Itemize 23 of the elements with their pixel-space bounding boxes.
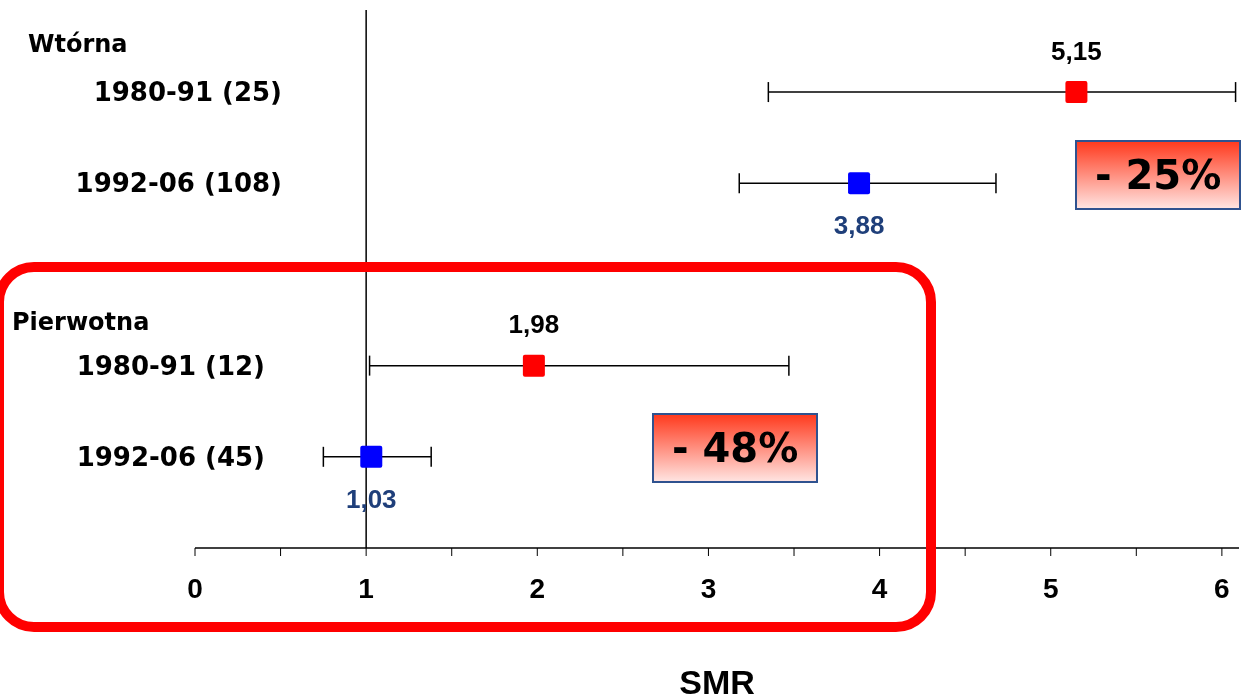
data-label: 3,88 [833,210,885,241]
text: Wtórna [28,30,128,58]
point [848,172,871,195]
y-tick-label: 1992-06 (108) [75,168,282,199]
point [1065,81,1088,104]
annotation: - 25% [1075,140,1242,210]
x-tick-label: 4 [871,573,888,604]
y-tick-label: 1992-06 (45) [76,441,265,472]
x-tick-label: 2 [529,573,546,604]
point [360,445,383,468]
x-tick-label: 1 [358,573,374,604]
x-tick-label: 0 [187,573,203,604]
x-tick-label: 3 [700,573,717,604]
point [522,354,545,377]
x-tick-label: 5 [1042,573,1059,604]
annotation: - 48% [652,413,819,483]
y-tick-label: 1980-91 (12) [76,350,265,381]
data-label: 5,15 [1051,35,1102,66]
x-tick-label: 6 [1214,573,1230,604]
data-label: 1,98 [508,309,560,340]
text: Pierwotna [12,308,150,336]
y-tick-label: 1980-91 (25) [93,77,282,108]
x-axis-title: SMR [679,663,755,694]
